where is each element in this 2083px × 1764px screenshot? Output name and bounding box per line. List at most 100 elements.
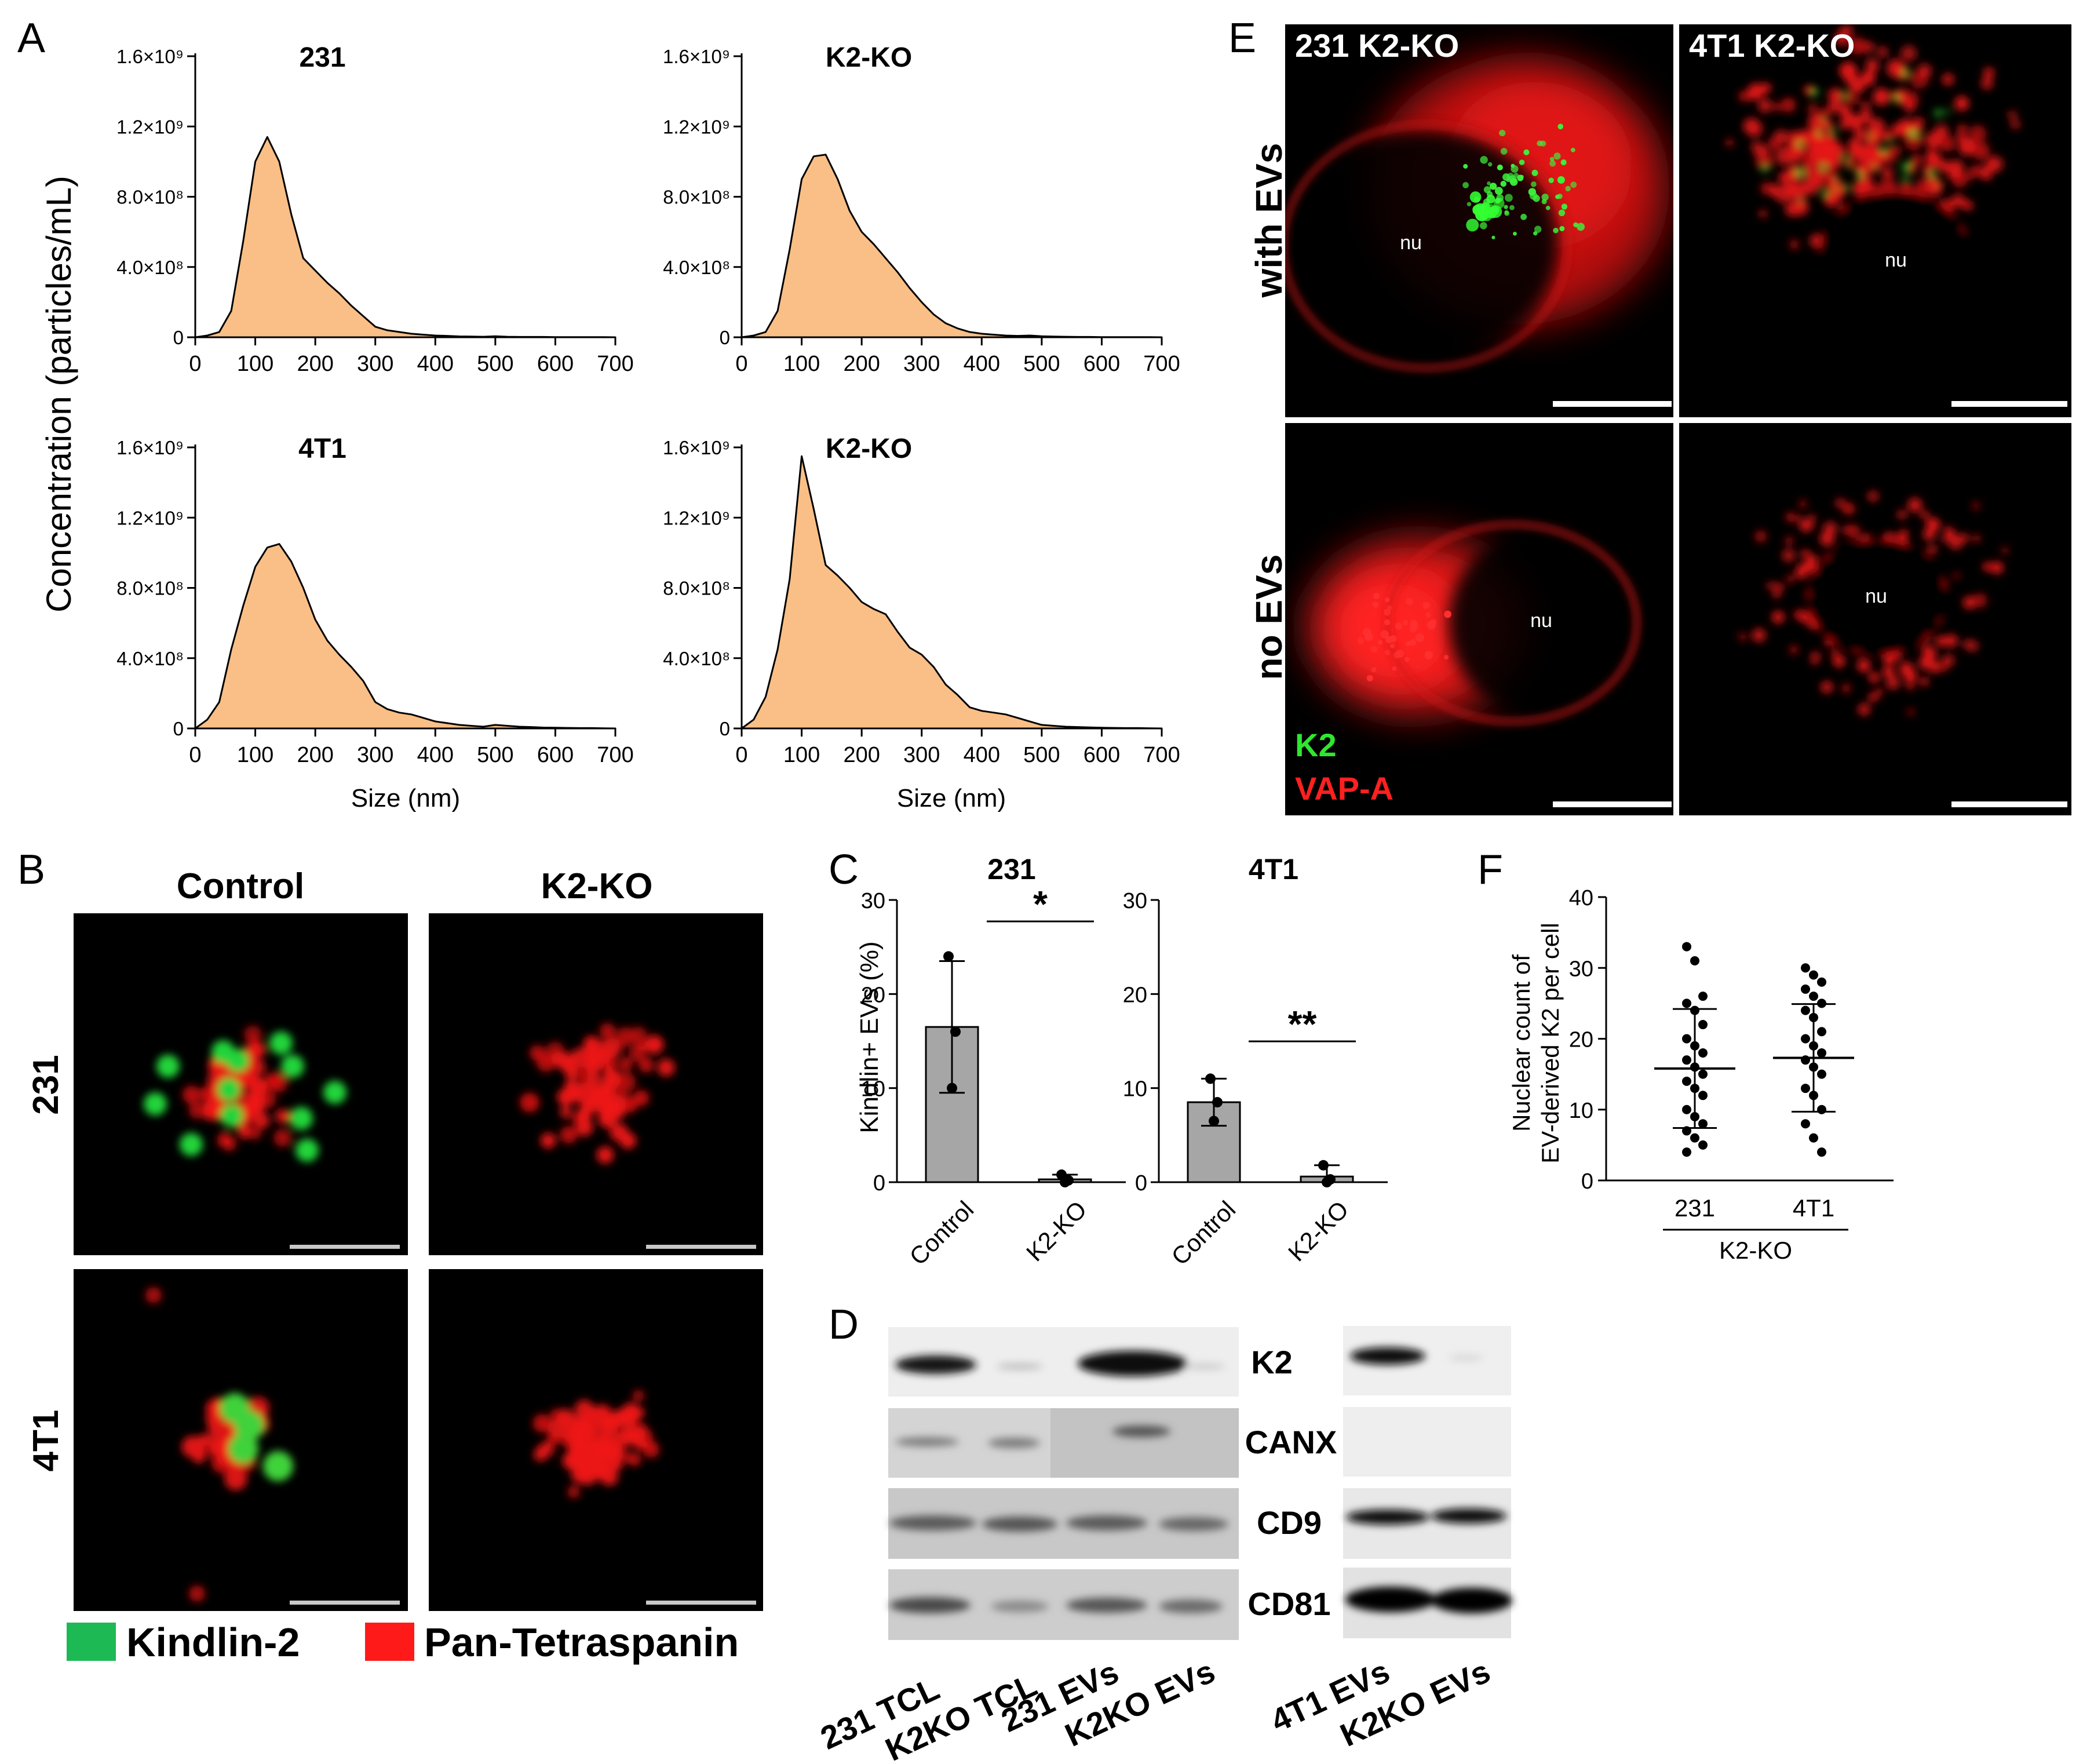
vapa-spot: [1830, 648, 1840, 658]
kindlin-spot: [281, 1055, 304, 1078]
tetraspanin-spot: [613, 1089, 628, 1105]
data-point: [947, 1083, 957, 1094]
e-legend-k2: K2: [1295, 727, 1337, 763]
y-tick-label: 10: [861, 1077, 885, 1102]
vapa-spot: [1389, 635, 1397, 643]
k2-spot: [1557, 123, 1564, 130]
x-tick-label: 200: [843, 743, 880, 767]
tetraspanin-spot: [269, 1074, 288, 1093]
k2-spot: [1869, 134, 1873, 139]
e-legend-vapa: VAP-A: [1295, 770, 1393, 807]
data-point: [1682, 998, 1691, 1008]
vapa-spot: [1772, 103, 1782, 111]
kindlin-spot: [156, 1055, 180, 1078]
y-tick-label: 0: [720, 718, 730, 739]
x-tick-label: 600: [1084, 352, 1120, 376]
vapa-spot: [1751, 141, 1761, 152]
vapa-spot: [1803, 559, 1817, 573]
nta-plot-4: K2-KO 0 100 200 300 400 500 600 700 0 4.0×10⁸ 8.0×1…: [663, 433, 1180, 767]
tetraspanin-spot: [571, 1047, 591, 1068]
vapa-spot: [1852, 146, 1867, 162]
tetraspanin-spot: [189, 1586, 205, 1602]
tetraspanin-spot: [145, 1287, 162, 1303]
x-tick-label: K2-KO: [1283, 1196, 1354, 1266]
k2-spot: [1559, 226, 1565, 232]
k2-spot: [1487, 181, 1491, 185]
k2-spot: [1533, 195, 1540, 202]
k2-spot: [1513, 231, 1517, 236]
vapa-spot: [1809, 514, 1816, 521]
y-tick-label: 0: [873, 1171, 885, 1196]
k2-spot: [1797, 141, 1803, 147]
tetraspanin-spot: [586, 1081, 604, 1099]
vapa-spot: [1768, 137, 1781, 151]
tetraspanin-spot: [207, 1415, 222, 1430]
c-y-axis-label: Kindlin+ EVs (%): [855, 941, 884, 1133]
tetraspanin-spot: [632, 1390, 645, 1402]
tetraspanin-spot: [583, 1439, 597, 1453]
vapa-spot: [1920, 677, 1929, 686]
x-tick-label: 0: [735, 743, 747, 767]
x-tick-label: 300: [903, 743, 940, 767]
tetraspanin-spot: [532, 1414, 552, 1433]
x-tick-label: 600: [1084, 743, 1120, 767]
data-point: [1690, 1133, 1699, 1143]
tetraspanin-spot: [643, 1441, 659, 1458]
y-tick-label: 1.6×10⁹: [663, 46, 730, 67]
x-tick-label: 300: [357, 743, 393, 767]
vapa-spot: [1415, 633, 1424, 643]
e-col-label-231: 231 K2-KO: [1295, 27, 1459, 64]
k2-spot: [1553, 152, 1561, 160]
k2-spot: [1520, 213, 1527, 220]
kindlin-spot: [296, 1139, 319, 1162]
vapa-spot: [1956, 132, 1966, 142]
k2-spot: [1469, 191, 1482, 203]
x-tick-label: 600: [537, 743, 574, 767]
vapa-spot: [1835, 498, 1845, 508]
tetraspanin-spot: [560, 1106, 572, 1118]
tetraspanin-spot: [238, 1125, 251, 1139]
nta-distribution-area: [194, 136, 616, 338]
vapa-spot: [1914, 117, 1924, 127]
y-tick-label: 1.2×10⁹: [116, 507, 184, 529]
vapa-spot: [1402, 619, 1409, 626]
vapa-spot: [1923, 528, 1936, 541]
vapa-spot: [1962, 596, 1976, 609]
tetraspanin-spot: [254, 1112, 270, 1129]
nucleus-region: [1808, 539, 1947, 655]
vapa-spot: [1926, 517, 1940, 531]
k2-spot: [1928, 170, 1935, 178]
data-point: [950, 1026, 961, 1037]
k2-spot: [1880, 147, 1887, 155]
e-row-label-with-evs: with EVs: [1248, 143, 1290, 298]
k2-spot: [1822, 191, 1828, 196]
vapa-spot: [1972, 593, 1987, 608]
vapa-spot: [1868, 693, 1878, 702]
e-image-231-with-evs: nu 231 K2-KO: [1285, 24, 1673, 417]
k2-spot: [1489, 183, 1497, 190]
nucleus-label: nu: [1865, 585, 1887, 607]
k2-spot: [1541, 194, 1549, 201]
data-point: [1205, 1073, 1216, 1084]
k2-spot: [1537, 140, 1543, 147]
vapa-spot: [1904, 101, 1916, 112]
tetraspanin-spot: [574, 1416, 594, 1436]
data-point: [1817, 1048, 1826, 1058]
vapa-spot: [1774, 583, 1784, 592]
kindlin-spot: [263, 1451, 293, 1481]
vapa-spot: [1858, 703, 1870, 716]
x-tick-label: 400: [964, 743, 1000, 767]
y-tick-label: 0: [720, 327, 730, 348]
vapa-spot: [1373, 592, 1380, 599]
vapa-spot: [2001, 546, 2008, 554]
x-tick-label: 100: [783, 743, 820, 767]
k2-spot: [1549, 160, 1556, 167]
x-tick-label: 200: [843, 352, 880, 376]
vapa-spot: [1983, 562, 1992, 571]
data-point: [1318, 1160, 1329, 1171]
vapa-spot: [1752, 628, 1766, 642]
tetraspanin-spot: [245, 1095, 265, 1116]
vapa-spot: [1983, 67, 1995, 79]
k2-spot: [1500, 148, 1508, 155]
tetraspanin-spot: [621, 1402, 641, 1423]
